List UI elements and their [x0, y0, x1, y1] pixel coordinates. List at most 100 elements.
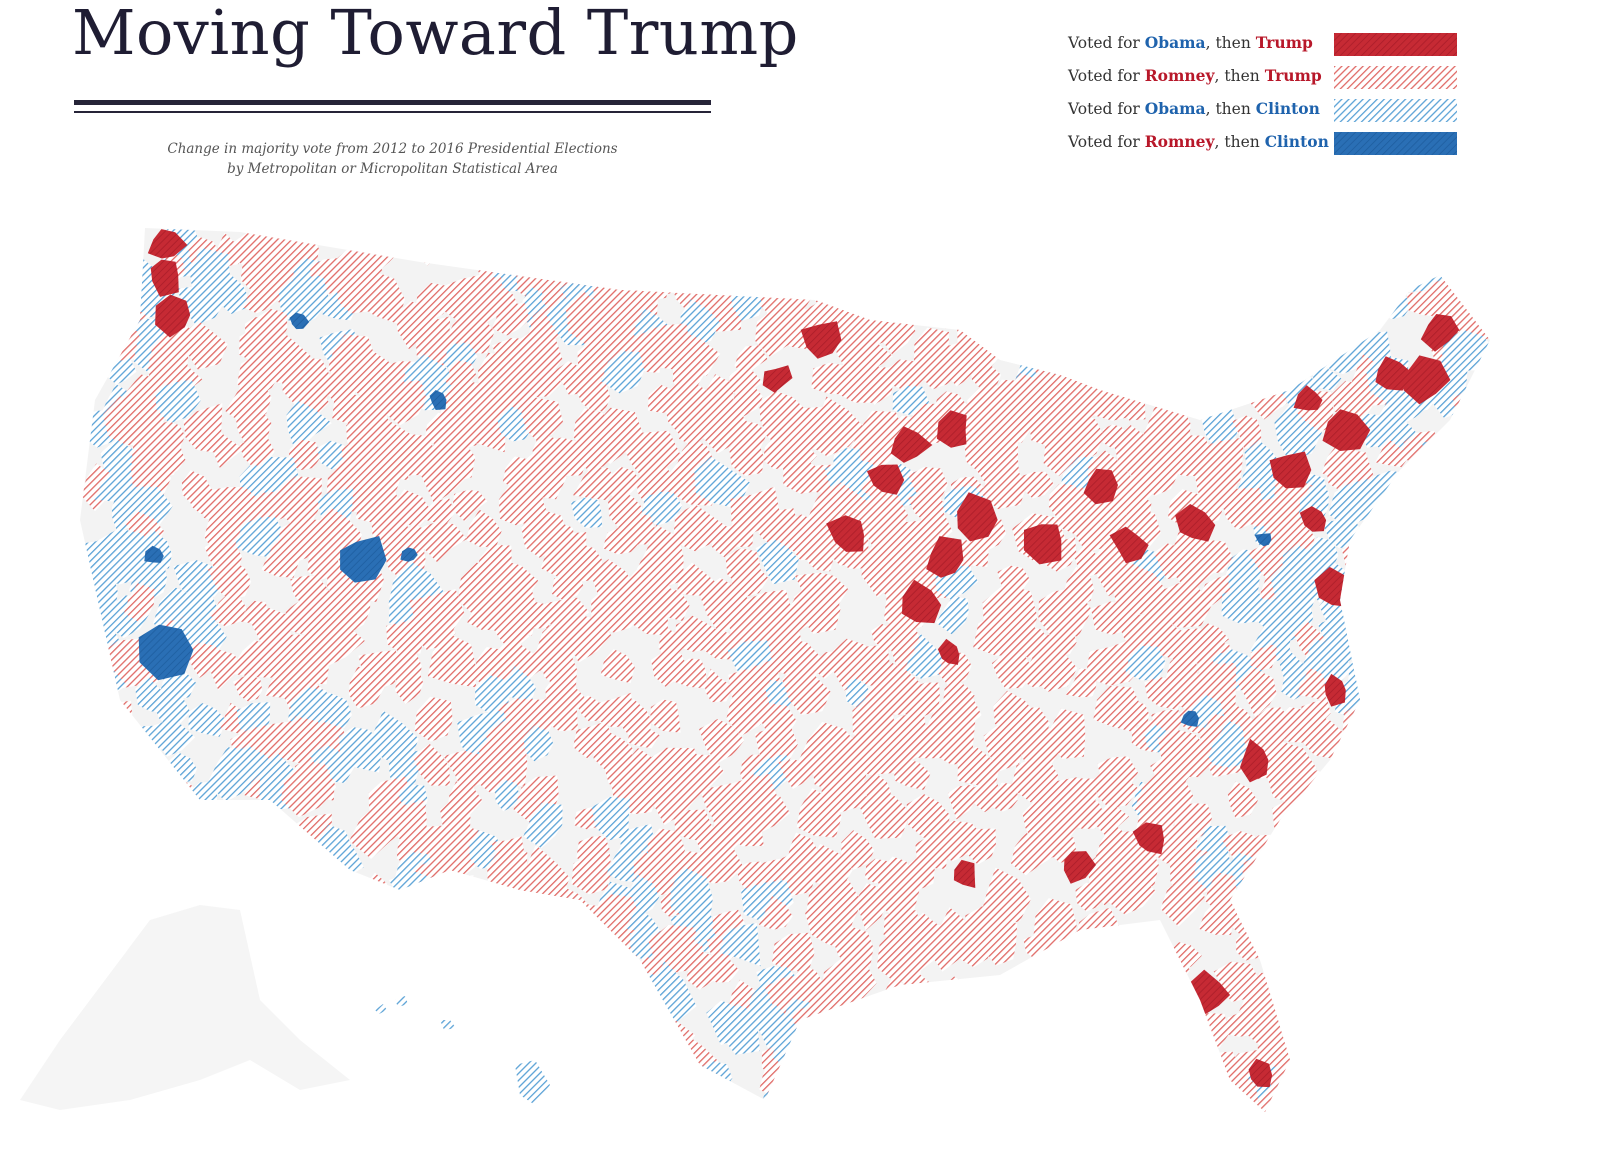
area-romney-trump — [427, 634, 476, 688]
area-romney-clinton — [1180, 710, 1199, 727]
area-romney-trump — [1186, 1013, 1230, 1048]
area-obama-trump — [1269, 451, 1312, 489]
alaska-landmass — [20, 905, 350, 1110]
area-romney-trump — [1424, 686, 1467, 738]
area-romney-trump — [841, 830, 875, 870]
area-romney-trump — [1203, 273, 1238, 312]
area-romney-trump — [246, 803, 278, 835]
area-obama-clinton — [80, 339, 112, 378]
area-romney-trump — [792, 1086, 821, 1112]
area-romney-trump — [1092, 949, 1136, 994]
area-romney-trump — [307, 540, 339, 580]
area-romney-trump — [864, 367, 894, 405]
area-romney-trump — [348, 666, 385, 709]
area-romney-trump — [1036, 994, 1096, 1046]
area-romney-trump — [516, 940, 561, 996]
area-obama-clinton — [1403, 1031, 1441, 1070]
subtitle: Change in majority vote from 2012 to 201… — [150, 139, 635, 179]
area-romney-trump — [987, 283, 1040, 331]
area-romney-trump — [1160, 879, 1205, 927]
area-romney-trump — [1409, 908, 1442, 951]
area-romney-trump — [983, 723, 1024, 772]
area-romney-trump — [1350, 866, 1392, 925]
area-obama-clinton — [267, 847, 302, 902]
area-romney-trump — [1141, 299, 1192, 351]
area-obama-clinton — [614, 1001, 668, 1040]
legend-item-obama-trump: Voted for Obama, then Trump — [1068, 33, 1457, 66]
area-obama-trump — [937, 638, 960, 665]
area-romney-trump — [209, 594, 247, 627]
area-romney-trump — [1298, 965, 1334, 1001]
area-romney-trump — [186, 642, 223, 678]
area-romney-trump — [567, 1043, 603, 1066]
area-romney-trump — [1296, 668, 1326, 702]
area-obama-clinton — [859, 242, 909, 285]
area-romney-trump — [1187, 1085, 1229, 1112]
area-romney-trump — [1030, 228, 1087, 274]
area-obama-clinton — [1374, 982, 1411, 1022]
area-obama-clinton — [1195, 825, 1232, 856]
legend-candidate: Trump — [1255, 33, 1313, 52]
area-romney-trump — [468, 894, 523, 950]
area-romney-trump — [1068, 800, 1106, 829]
area-romney-trump — [1427, 1085, 1461, 1112]
area-romney-trump — [787, 1068, 822, 1096]
area-romney-trump — [1104, 228, 1165, 278]
area-romney-trump — [1011, 832, 1058, 876]
area-romney-trump — [1358, 745, 1397, 790]
area-romney-trump — [1368, 718, 1418, 768]
area-romney-trump — [1108, 275, 1152, 325]
area-romney-trump — [624, 1038, 669, 1073]
area-romney-trump — [927, 923, 967, 972]
legend-text: , then — [1214, 67, 1265, 85]
area-romney-trump — [99, 228, 140, 268]
area-obama-clinton — [722, 1004, 760, 1055]
area-romney-trump — [1375, 1050, 1433, 1108]
area-romney-trump — [571, 853, 612, 895]
area-romney-trump — [94, 770, 139, 814]
area-obama-clinton — [1247, 307, 1284, 342]
area-romney-trump — [1111, 1036, 1155, 1082]
area-romney-trump — [1438, 625, 1468, 652]
area-romney-trump — [1226, 361, 1263, 398]
area-romney-trump — [1085, 251, 1138, 297]
area-obama-clinton — [1269, 330, 1318, 369]
area-romney-trump — [1198, 574, 1235, 606]
area-romney-trump — [1341, 540, 1387, 591]
us-map — [20, 228, 1490, 1112]
area-romney-trump — [379, 887, 442, 949]
area-romney-trump — [650, 699, 681, 733]
area-romney-trump — [846, 1040, 892, 1088]
area-obama-clinton — [208, 806, 235, 841]
area-obama-clinton — [1192, 391, 1220, 418]
area-romney-clinton — [289, 312, 310, 330]
area-romney-trump — [261, 541, 300, 578]
area-romney-trump — [469, 1081, 512, 1112]
area-romney-trump — [626, 716, 660, 749]
area-obama-trump — [1063, 851, 1096, 884]
area-romney-trump — [1349, 795, 1398, 833]
area-romney-trump — [1112, 966, 1165, 1026]
area-romney-trump — [759, 895, 793, 930]
area-romney-trump — [898, 953, 920, 987]
area-obama-clinton — [755, 538, 799, 585]
area-romney-trump — [1126, 1092, 1155, 1112]
area-obama-clinton — [331, 972, 389, 1023]
area-romney-trump — [1275, 900, 1316, 938]
area-romney-trump — [1460, 262, 1490, 298]
area-romney-trump — [794, 1035, 834, 1079]
area-romney-trump — [704, 958, 739, 983]
area-romney-trump — [652, 228, 691, 260]
area-romney-trump — [484, 990, 540, 1034]
area-romney-trump — [355, 485, 401, 526]
area-obama-clinton — [80, 274, 114, 306]
area-romney-trump — [1121, 701, 1150, 727]
area-obama-clinton — [1140, 350, 1190, 401]
area-romney-trump — [1152, 978, 1194, 1021]
area-obama-clinton — [95, 528, 149, 585]
area-obama-clinton — [599, 1087, 622, 1112]
area-romney-trump — [1437, 829, 1460, 857]
area-romney-trump — [414, 696, 453, 742]
area-romney-trump — [882, 1030, 920, 1066]
area-romney-trump — [1012, 1041, 1054, 1080]
